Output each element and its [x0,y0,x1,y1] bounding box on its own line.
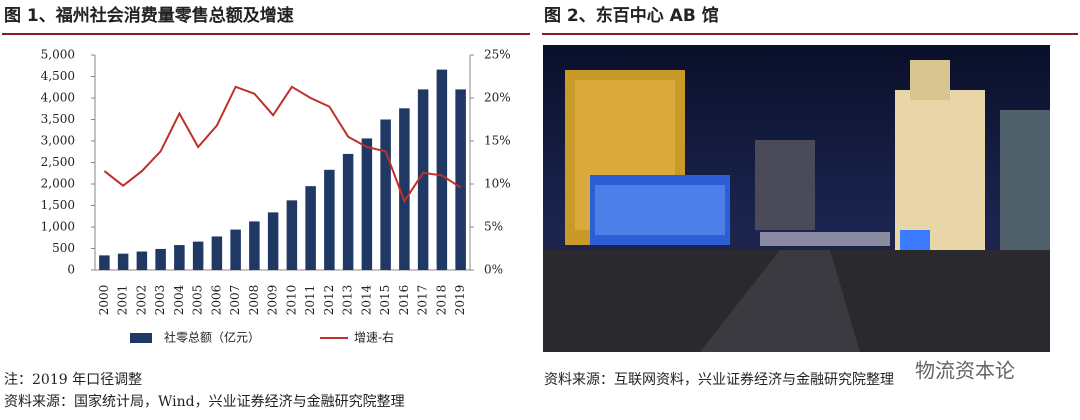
legend-swatch [130,333,152,343]
x-tick-label: 2019 [453,285,467,316]
bar [361,138,373,270]
x-tick-label: 2002 [134,285,148,316]
x-tick-label: 2005 [191,285,205,316]
note: 资料来源：国家统计局，Wind，兴业证券经济与金融研究院整理 [4,393,405,410]
x-tick-label: 2006 [209,285,223,316]
y2-tick-label: 25% [484,48,511,62]
x-tick-label: 2015 [378,285,392,316]
line [103,85,462,204]
y-tick-label: 1,000 [41,220,75,234]
y-tick-label: 3,500 [41,112,75,126]
bar [305,186,316,270]
x-tick-label: 2007 [228,285,242,316]
y-tick-label: 2,500 [41,155,75,169]
bar [136,251,148,270]
y-tick-label: 0 [67,263,75,277]
x-tick-label: 2009 [266,285,280,316]
x-tick-label: 2004 [172,284,186,315]
y-tick-label: 3,000 [41,134,75,148]
x-tick-label: 2001 [116,285,130,316]
figure-title: 图 2、东百中心 AB 馆 [544,5,719,26]
x-tick-label: 2000 [97,285,111,316]
bar [286,200,298,270]
bar [155,248,166,270]
y-tick-label: 5,000 [41,48,75,62]
source: 资料来源：互联网资料，兴业证券经济与金融研究院整理 [544,372,894,388]
y2-tick-label: 5% [484,220,503,234]
y2-tick-label: 0% [484,263,503,277]
y-tick-label: 4,000 [41,91,75,105]
watermark: 物流资本论 [915,359,1015,383]
bar [455,89,466,271]
bar [399,108,410,270]
x-tick-label: 2018 [434,285,448,316]
y2-tick-label: 20% [484,91,511,105]
bar [211,236,223,270]
x-tick-label: 2011 [303,285,317,316]
y-tick-label: 500 [52,241,75,255]
x-tick-label: 2017 [416,285,430,316]
x-tick-label: 2010 [284,285,298,316]
y-tick-label: 1,500 [41,198,75,212]
note: 注：2019 年口径调整 [4,372,142,388]
bar [99,255,110,270]
y-tick-label: 2,000 [41,177,75,191]
photo [543,45,1050,352]
legend-label: 增速-右 [354,330,394,345]
bar [192,241,204,270]
bar [267,212,279,270]
x-tick-label: 2012 [322,285,336,316]
bar [380,119,391,270]
y2-tick-label: 15% [484,134,511,148]
bar [417,89,429,271]
legend-label: 社零总额（亿元） [164,330,260,345]
x-tick-label: 2016 [397,285,411,316]
x-tick-label: 2014 [359,284,373,315]
y-tick-label: 4,500 [41,69,75,83]
x-tick-label: 2008 [247,285,261,316]
bar [117,253,129,270]
x-tick-label: 2013 [341,285,355,316]
bar [249,221,260,270]
bar [342,153,354,270]
bar [230,229,241,270]
x-tick-label: 2003 [153,285,167,316]
bar [174,245,185,270]
y2-tick-label: 10% [484,177,511,191]
bar [436,69,448,271]
bar [324,169,335,270]
figure-title: 图 1、福州社会消费量零售总额及增速 [4,5,294,26]
